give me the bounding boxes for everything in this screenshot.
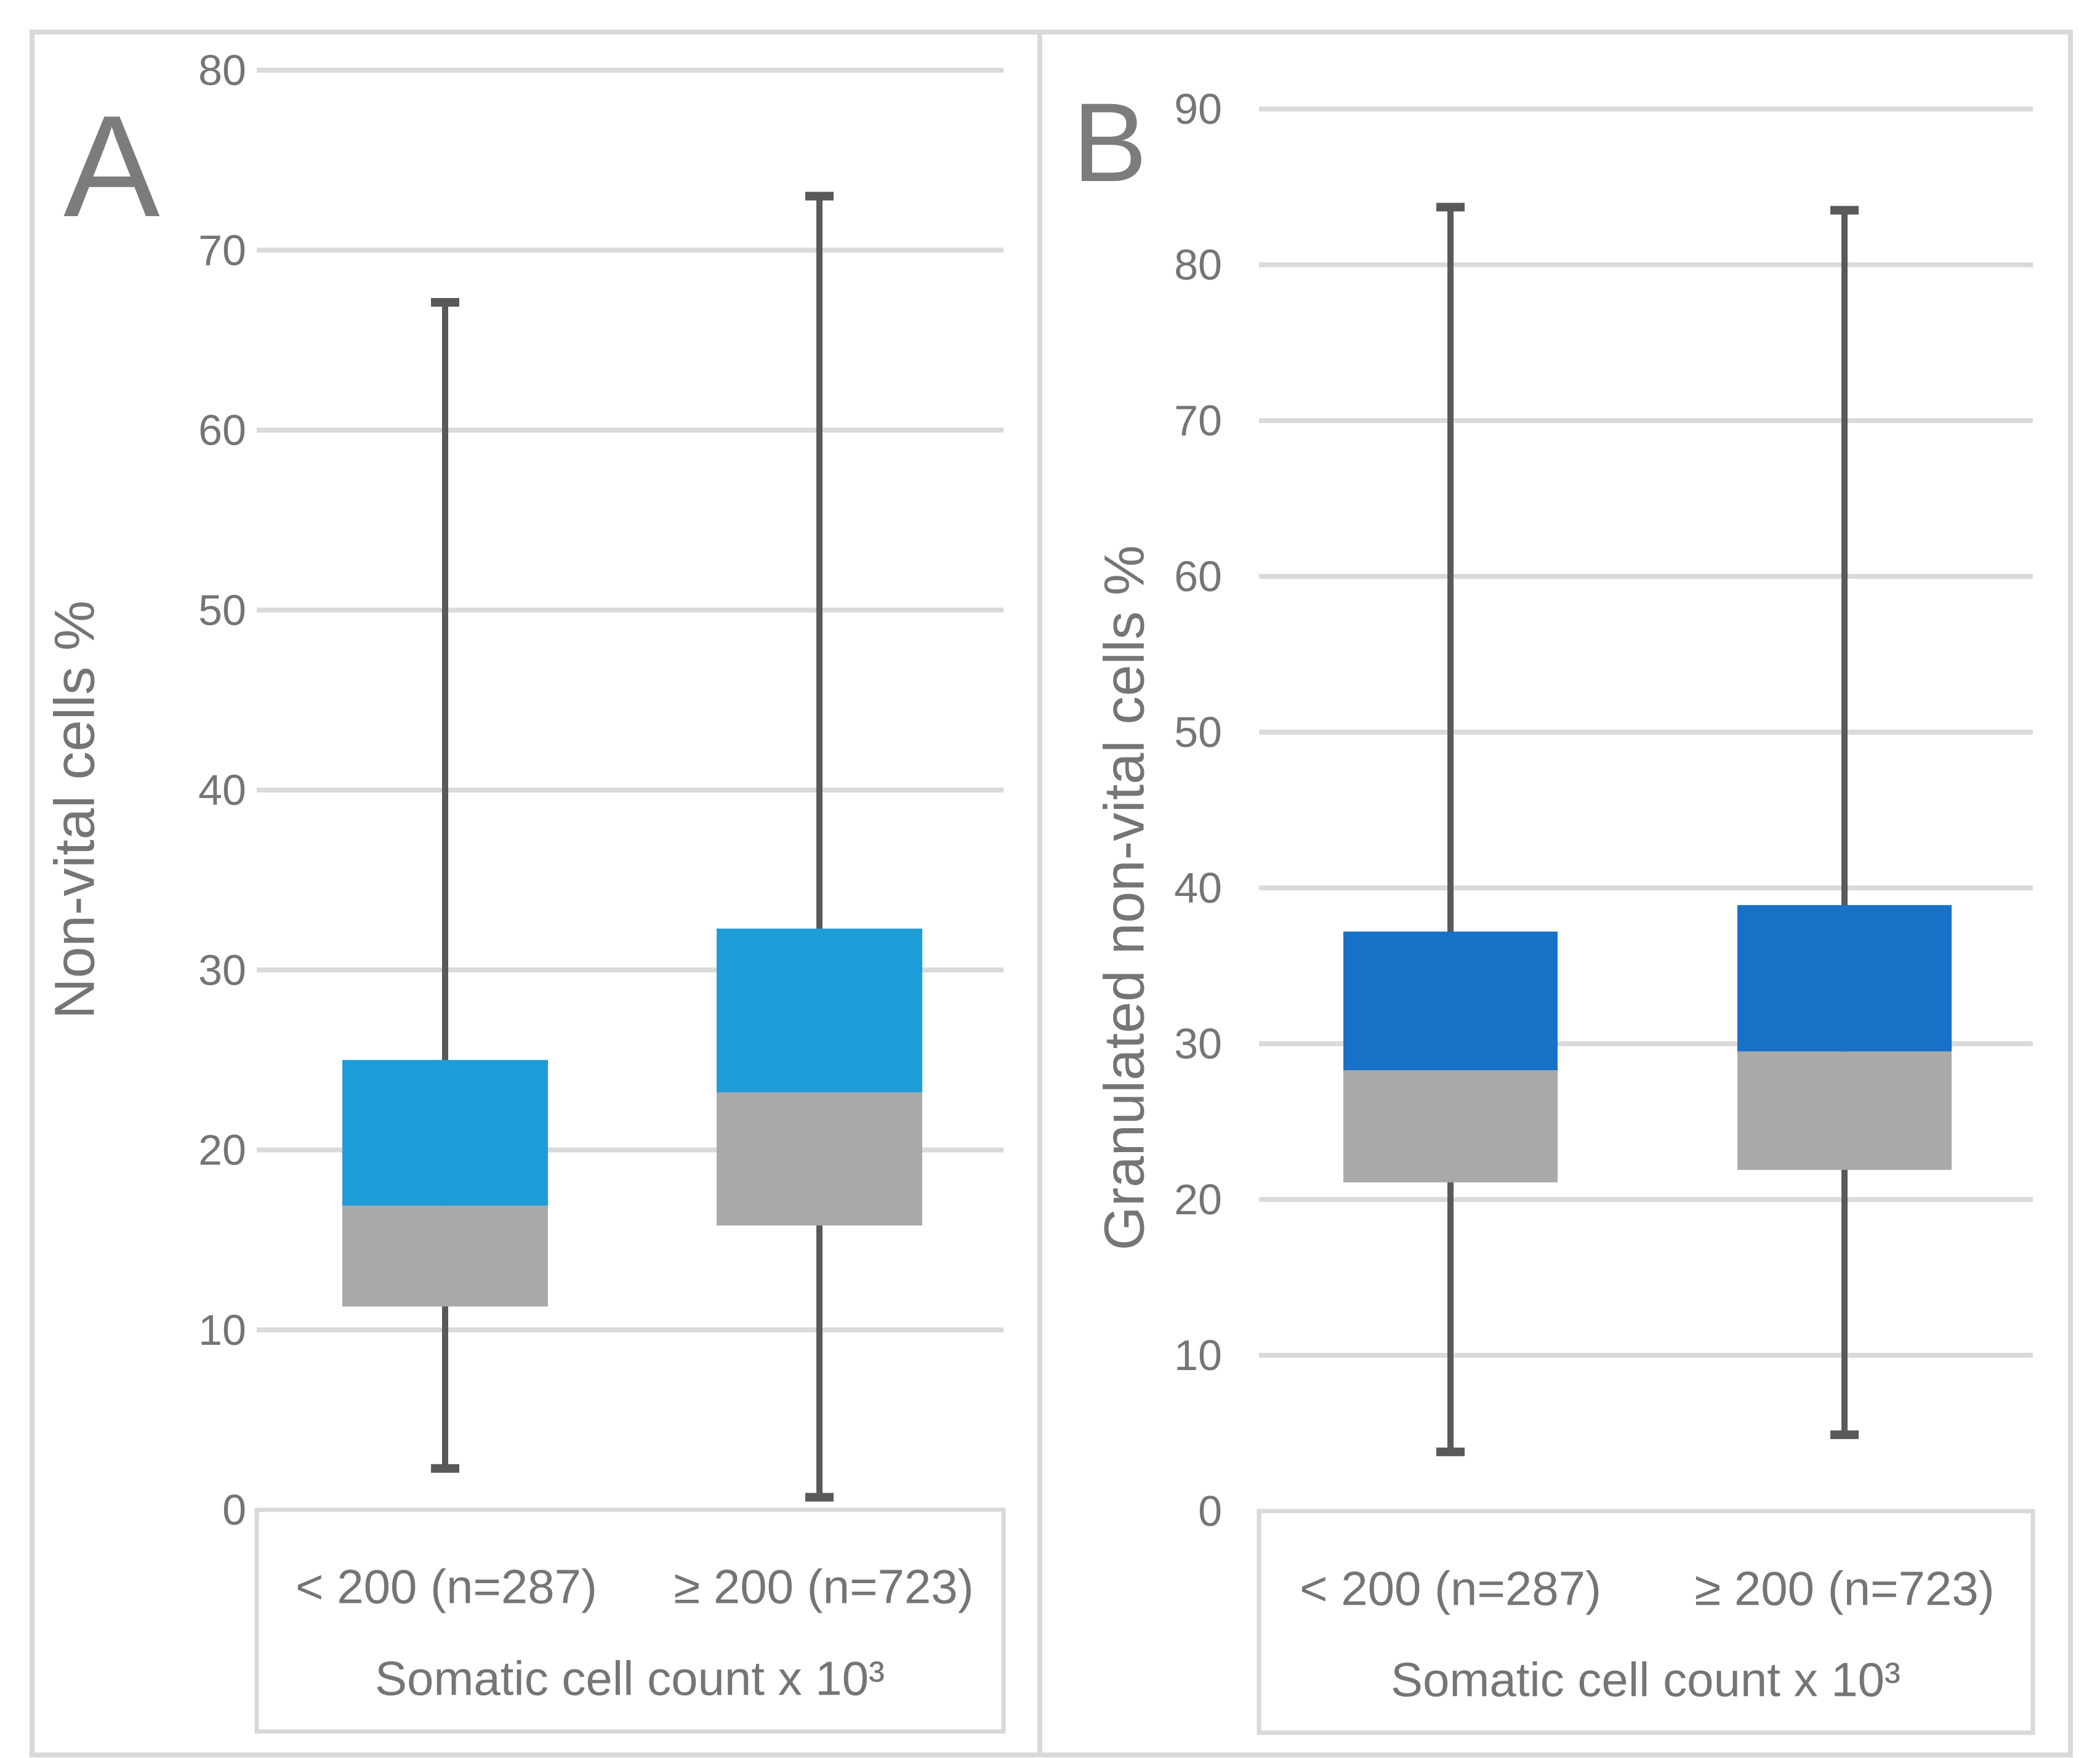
- category-label-a1: < 200 (n=287): [295, 1559, 598, 1614]
- y-tick-label-20: 20: [1174, 1175, 1222, 1224]
- y-tick-label-50: 50: [198, 586, 246, 634]
- y-tick-label-10: 10: [198, 1306, 246, 1354]
- y-tick-label-30: 30: [198, 946, 246, 994]
- y-axis-title-b: Granulated non-vital cells %: [1093, 545, 1156, 1251]
- y-tick-label-60: 60: [198, 406, 246, 454]
- box-upper-quartile: [717, 929, 922, 1092]
- whisker-cap-top: [1436, 203, 1465, 212]
- y-tick-label-0: 0: [1198, 1487, 1222, 1535]
- figure-border: [30, 30, 2073, 1757]
- x-axis-title-b: Somatic cell count x 10³: [1390, 1652, 1901, 1707]
- box-lower-quartile: [717, 1092, 922, 1226]
- box-lower-quartile: [342, 1206, 548, 1307]
- y-tick-label-40: 40: [1174, 864, 1222, 912]
- y-tick-label-80: 80: [1174, 241, 1222, 289]
- box-upper-quartile: [1343, 931, 1558, 1071]
- y-tick-label-80: 80: [198, 46, 246, 94]
- whisker-cap-bottom: [431, 1464, 459, 1473]
- panel-letter-a: A: [63, 85, 160, 247]
- box-lower-quartile: [1343, 1070, 1558, 1183]
- whisker-cap-bottom: [1830, 1430, 1859, 1440]
- category-box: [1257, 1509, 2035, 1735]
- y-tick-label-0: 0: [222, 1486, 246, 1534]
- box-upper-quartile: [342, 1060, 548, 1206]
- whisker-cap-bottom: [1436, 1447, 1465, 1456]
- box-lower-quartile: [1737, 1051, 1952, 1170]
- y-tick-label-40: 40: [198, 766, 246, 814]
- whisker-cap-top: [805, 192, 834, 201]
- y-tick-label-20: 20: [198, 1126, 246, 1174]
- whisker-cap-top: [431, 298, 459, 307]
- y-tick-label-30: 30: [1174, 1020, 1222, 1068]
- category-box: [254, 1507, 1006, 1734]
- category-label-a2: ≥ 200 (n=723): [674, 1559, 974, 1614]
- y-tick-label-10: 10: [1174, 1331, 1222, 1379]
- box-upper-quartile: [1737, 905, 1952, 1052]
- panel-letter-b: B: [1072, 79, 1148, 205]
- y-tick-label-90: 90: [1174, 85, 1222, 133]
- y-axis-title-a: Non-vital cells %: [43, 600, 107, 1019]
- category-label-b1: < 200 (n=287): [1299, 1561, 1602, 1616]
- y-tick-label-70: 70: [198, 226, 246, 274]
- x-axis-title-a: Somatic cell count x 10³: [374, 1651, 885, 1706]
- y-tick-label-50: 50: [1174, 708, 1222, 756]
- y-tick-label-60: 60: [1174, 552, 1222, 600]
- category-label-b2: ≥ 200 (n=723): [1694, 1561, 1995, 1616]
- y-tick-label-70: 70: [1174, 397, 1222, 445]
- whisker-cap-bottom: [805, 1493, 834, 1502]
- whisker-cap-top: [1830, 206, 1859, 215]
